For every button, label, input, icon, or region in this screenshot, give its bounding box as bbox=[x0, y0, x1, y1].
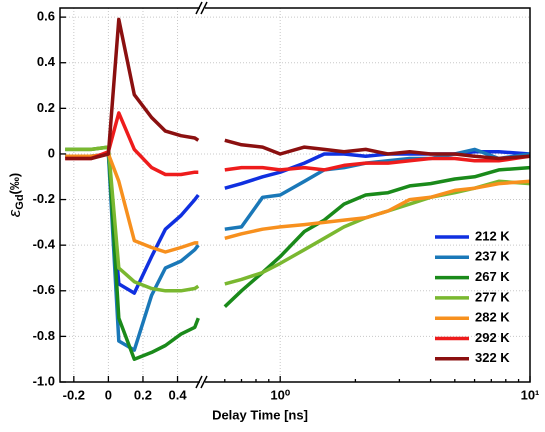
x-tick-label: 0 bbox=[105, 387, 112, 402]
y-tick-label: 0.6 bbox=[37, 9, 55, 24]
legend-label: 212 K bbox=[475, 228, 510, 243]
series-line bbox=[224, 154, 531, 172]
legend-label: 282 K bbox=[475, 310, 510, 325]
y-axis-label: εGd(‰) bbox=[5, 173, 25, 217]
series-line bbox=[223, 165, 531, 308]
series-line bbox=[65, 145, 200, 361]
axes-frame bbox=[59, 7, 531, 383]
axis-break bbox=[195, 1, 203, 15]
series-line bbox=[65, 152, 200, 352]
y-tick-label: 0 bbox=[48, 145, 55, 160]
y-label-unit: (‰) bbox=[7, 173, 22, 195]
axis-break bbox=[200, 1, 208, 15]
x-axis-label: Delay Time [ns] bbox=[212, 407, 308, 422]
y-tick-label: 0.4 bbox=[37, 54, 56, 69]
y-tick-label: -0.2 bbox=[33, 191, 55, 206]
y-label-symbol: ε bbox=[5, 209, 24, 217]
legend-label: 277 K bbox=[475, 289, 510, 304]
legend-label: 237 K bbox=[475, 249, 510, 264]
axis-break bbox=[200, 375, 208, 389]
legend-label: 267 K bbox=[475, 269, 510, 284]
series-line bbox=[224, 179, 531, 240]
y-tick-label: -0.8 bbox=[33, 328, 55, 343]
x-tick-label: 10¹ bbox=[521, 387, 540, 402]
y-tick-label: -1.0 bbox=[33, 373, 55, 388]
y-label-subscript: Gd bbox=[14, 194, 26, 209]
y-tick-label: -0.6 bbox=[33, 282, 55, 297]
series-line bbox=[65, 111, 199, 177]
legend-label: 292 K bbox=[475, 330, 510, 345]
y-tick-label: 0.2 bbox=[37, 100, 55, 115]
axis-break bbox=[195, 375, 203, 389]
x-tick-label: 0.2 bbox=[134, 387, 152, 402]
x-tick-label: -0.2 bbox=[63, 387, 85, 402]
legend-label: 322 K bbox=[475, 350, 510, 365]
series-line bbox=[224, 138, 531, 161]
y-tick-label: -0.4 bbox=[33, 237, 56, 252]
series-line bbox=[65, 17, 200, 161]
series-line bbox=[65, 145, 200, 293]
x-tick-label: 0.4 bbox=[168, 387, 187, 402]
series-line bbox=[65, 152, 199, 254]
x-tick-label: 10⁰ bbox=[270, 387, 290, 402]
